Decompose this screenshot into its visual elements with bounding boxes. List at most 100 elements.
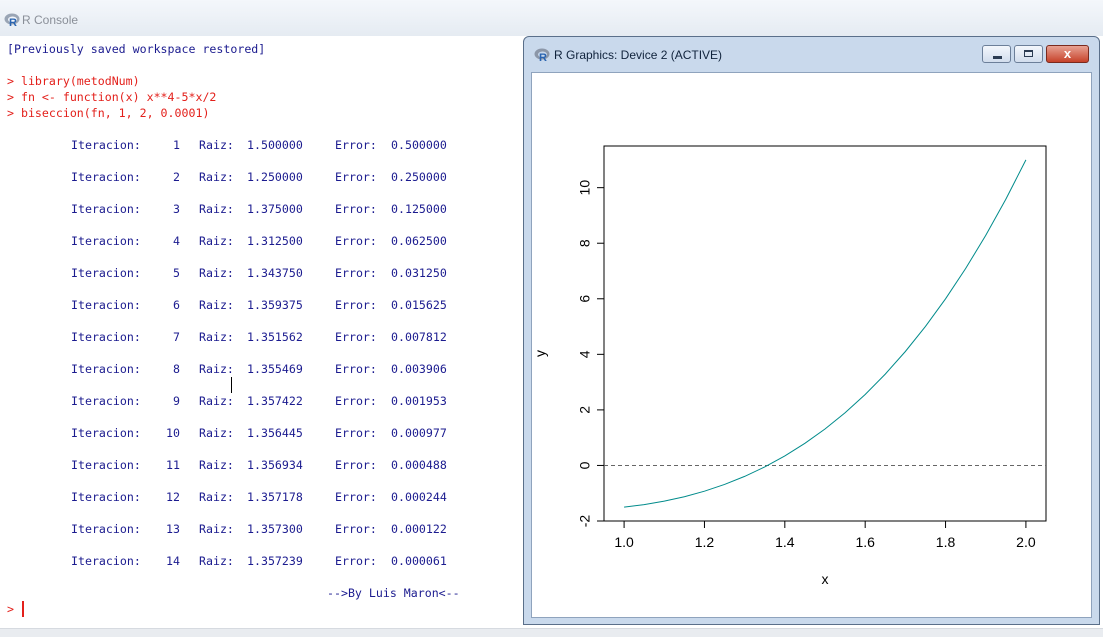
raiz-label: Raiz: <box>199 266 234 280</box>
iteration-number: 7 <box>173 330 180 344</box>
raiz-label: Raiz: <box>199 170 234 184</box>
text-cursor <box>231 377 232 393</box>
iteration-number: 5 <box>173 266 180 280</box>
x-tick-label: 1.0 <box>614 534 634 550</box>
error-value: 0.000122 <box>391 522 447 536</box>
error-value: 0.000244 <box>391 490 447 504</box>
raiz-label: Raiz: <box>199 362 234 376</box>
error-value: 0.125000 <box>391 202 447 216</box>
raiz-label: Raiz: <box>199 330 234 344</box>
x-tick-label: 1.8 <box>936 534 956 550</box>
iteration-number: 3 <box>173 202 180 216</box>
error-value: 0.003906 <box>391 362 447 376</box>
iteration-label: Iteracion: <box>71 490 141 504</box>
command-line-3: > biseccion(fn, 1, 2, 0.0001) <box>7 106 210 120</box>
graphics-window[interactable]: R R Graphics: Device 2 (ACTIVE) x 1.0 1.2… <box>523 36 1100 625</box>
close-button[interactable]: x <box>1046 45 1089 63</box>
workspace-restored-line: [Previously saved workspace restored] <box>7 42 266 56</box>
raiz-label: Raiz: <box>199 554 234 568</box>
x-tick-label: 1.2 <box>695 534 715 550</box>
raiz-label: Raiz: <box>199 426 234 440</box>
raiz-value: 1.351562 <box>247 330 303 344</box>
raiz-label: Raiz: <box>199 138 234 152</box>
error-value: 0.000977 <box>391 426 447 440</box>
iteration-label: Iteracion: <box>71 170 141 184</box>
graphics-titlebar[interactable]: R R Graphics: Device 2 (ACTIVE) x <box>524 37 1099 71</box>
iteration-number: 6 <box>173 298 180 312</box>
raiz-value: 1.343750 <box>247 266 303 280</box>
iteration-label: Iteracion: <box>71 298 141 312</box>
y-tick-label: -2 <box>577 515 593 528</box>
iteration-number: 13 <box>166 522 180 536</box>
command-line-1: > library(metodNum) <box>7 74 140 88</box>
x-tick-label: 2.0 <box>1016 534 1036 550</box>
svg-text:R: R <box>9 17 17 27</box>
raiz-value: 1.355469 <box>247 362 303 376</box>
iteration-number: 10 <box>166 426 180 440</box>
error-label: Error: <box>335 234 377 248</box>
input-caret <box>22 601 24 617</box>
error-label: Error: <box>335 554 377 568</box>
iteration-label: Iteracion: <box>71 330 141 344</box>
console-titlebar: R R Console <box>0 0 1103 37</box>
iteration-label: Iteracion: <box>71 458 141 472</box>
raiz-label: Raiz: <box>199 394 234 408</box>
error-label: Error: <box>335 458 377 472</box>
x-tick-label: 1.6 <box>855 534 875 550</box>
error-value: 0.500000 <box>391 138 447 152</box>
iteration-label: Iteracion: <box>71 554 141 568</box>
iteration-number: 12 <box>166 490 180 504</box>
error-label: Error: <box>335 138 377 152</box>
iteration-label: Iteracion: <box>71 266 141 280</box>
iteration-label: Iteracion: <box>71 138 141 152</box>
minimize-icon <box>993 56 1002 59</box>
iteration-label: Iteracion: <box>71 394 141 408</box>
y-tick-label: 6 <box>577 295 593 303</box>
x-axis-label: x <box>822 571 829 587</box>
console-prompt[interactable]: > <box>7 602 14 616</box>
command-line-2: > fn <- function(x) x**4-5*x/2 <box>7 90 217 104</box>
svg-text:R: R <box>539 52 547 62</box>
error-value: 0.001953 <box>391 394 447 408</box>
error-value: 0.250000 <box>391 170 447 184</box>
iteration-number: 9 <box>173 394 180 408</box>
iteration-label: Iteracion: <box>71 362 141 376</box>
raiz-label: Raiz: <box>199 202 234 216</box>
raiz-value: 1.357178 <box>247 490 303 504</box>
plot-area: 1.0 1.2 1.4 1.6 1.8 2.0 -2 0 2 4 6 8 10 x y <box>531 72 1092 618</box>
error-label: Error: <box>335 330 377 344</box>
iteration-number: 11 <box>166 458 180 472</box>
raiz-label: Raiz: <box>199 234 234 248</box>
error-value: 0.007812 <box>391 330 447 344</box>
raiz-label: Raiz: <box>199 490 234 504</box>
iteration-number: 8 <box>173 362 180 376</box>
iteration-number: 14 <box>166 554 180 568</box>
y-tick-label: 8 <box>577 239 593 247</box>
error-label: Error: <box>335 170 377 184</box>
error-label: Error: <box>335 490 377 504</box>
r-logo-icon: R <box>4 13 20 27</box>
minimize-button[interactable] <box>982 45 1011 63</box>
raiz-label: Raiz: <box>199 522 234 536</box>
y-tick-label: 0 <box>577 461 593 469</box>
iteration-number: 4 <box>173 234 180 248</box>
maximize-icon <box>1024 50 1033 57</box>
y-tick-label: 10 <box>577 180 593 196</box>
iteration-label: Iteracion: <box>71 234 141 248</box>
raiz-value: 1.357300 <box>247 522 303 536</box>
console-bottom-border <box>0 628 1103 637</box>
raiz-value: 1.250000 <box>247 170 303 184</box>
error-label: Error: <box>335 202 377 216</box>
plot-frame <box>603 145 1047 522</box>
maximize-button[interactable] <box>1014 45 1043 63</box>
error-label: Error: <box>335 266 377 280</box>
y-axis-label: y <box>532 350 548 357</box>
error-label: Error: <box>335 298 377 312</box>
raiz-value: 1.500000 <box>247 138 303 152</box>
raiz-value: 1.357239 <box>247 554 303 568</box>
author-footer: -->By Luis Maron<-- <box>327 586 460 600</box>
raiz-label: Raiz: <box>199 298 234 312</box>
error-label: Error: <box>335 522 377 536</box>
error-value: 0.015625 <box>391 298 447 312</box>
iteration-label: Iteracion: <box>71 202 141 216</box>
